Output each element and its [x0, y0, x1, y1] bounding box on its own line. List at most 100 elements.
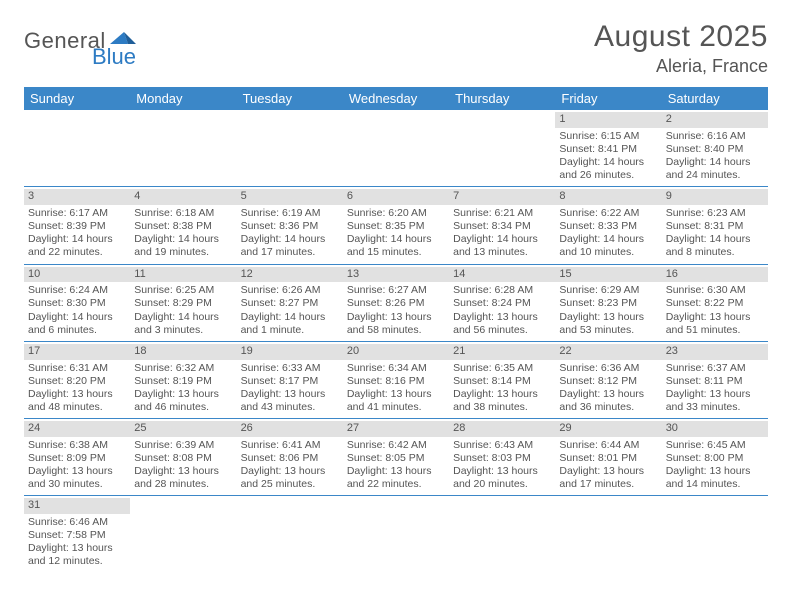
day-number: 27	[343, 421, 449, 437]
sunrise-text: Sunrise: 6:18 AM	[134, 207, 232, 220]
sunset-text: Sunset: 8:11 PM	[666, 375, 764, 388]
day-cell: 5Sunrise: 6:19 AMSunset: 8:36 PMDaylight…	[237, 187, 343, 263]
sunrise-text: Sunrise: 6:30 AM	[666, 284, 764, 297]
day-number: 8	[555, 189, 661, 205]
day-number: 22	[555, 344, 661, 360]
day-number: 23	[662, 344, 768, 360]
sunset-text: Sunset: 8:22 PM	[666, 297, 764, 310]
month-title: August 2025	[594, 20, 768, 54]
day-number: 9	[662, 189, 768, 205]
day-number: 24	[24, 421, 130, 437]
daylight-text: Daylight: 13 hours and 43 minutes.	[241, 388, 339, 414]
sunrise-text: Sunrise: 6:46 AM	[28, 516, 126, 529]
sunset-text: Sunset: 8:20 PM	[28, 375, 126, 388]
day-cell	[555, 496, 661, 572]
day-cell: 18Sunrise: 6:32 AMSunset: 8:19 PMDayligh…	[130, 342, 236, 418]
day-cell: 23Sunrise: 6:37 AMSunset: 8:11 PMDayligh…	[662, 342, 768, 418]
day-cell: 3Sunrise: 6:17 AMSunset: 8:39 PMDaylight…	[24, 187, 130, 263]
day-cell: 25Sunrise: 6:39 AMSunset: 8:08 PMDayligh…	[130, 419, 236, 495]
sunset-text: Sunset: 8:08 PM	[134, 452, 232, 465]
day-number: 30	[662, 421, 768, 437]
sunrise-text: Sunrise: 6:42 AM	[347, 439, 445, 452]
day-cell	[130, 496, 236, 572]
sunset-text: Sunset: 8:01 PM	[559, 452, 657, 465]
sunset-text: Sunset: 8:27 PM	[241, 297, 339, 310]
day-number: 26	[237, 421, 343, 437]
day-cell: 27Sunrise: 6:42 AMSunset: 8:05 PMDayligh…	[343, 419, 449, 495]
day-number: 16	[662, 267, 768, 283]
daylight-text: Daylight: 14 hours and 22 minutes.	[28, 233, 126, 259]
day-of-week-header: Sunday Monday Tuesday Wednesday Thursday…	[24, 87, 768, 110]
sunset-text: Sunset: 8:39 PM	[28, 220, 126, 233]
day-number: 14	[449, 267, 555, 283]
sunset-text: Sunset: 8:06 PM	[241, 452, 339, 465]
day-number: 17	[24, 344, 130, 360]
daylight-text: Daylight: 13 hours and 46 minutes.	[134, 388, 232, 414]
day-cell	[237, 110, 343, 186]
daylight-text: Daylight: 13 hours and 41 minutes.	[347, 388, 445, 414]
day-number: 4	[130, 189, 236, 205]
week-row: 17Sunrise: 6:31 AMSunset: 8:20 PMDayligh…	[24, 342, 768, 419]
daylight-text: Daylight: 13 hours and 17 minutes.	[559, 465, 657, 491]
dow-cell: Wednesday	[343, 87, 449, 110]
day-number: 25	[130, 421, 236, 437]
day-cell: 11Sunrise: 6:25 AMSunset: 8:29 PMDayligh…	[130, 265, 236, 341]
day-cell: 13Sunrise: 6:27 AMSunset: 8:26 PMDayligh…	[343, 265, 449, 341]
day-cell: 7Sunrise: 6:21 AMSunset: 8:34 PMDaylight…	[449, 187, 555, 263]
day-number: 20	[343, 344, 449, 360]
day-cell: 17Sunrise: 6:31 AMSunset: 8:20 PMDayligh…	[24, 342, 130, 418]
sunrise-text: Sunrise: 6:29 AM	[559, 284, 657, 297]
sunset-text: Sunset: 8:23 PM	[559, 297, 657, 310]
week-row: 1Sunrise: 6:15 AMSunset: 8:41 PMDaylight…	[24, 110, 768, 187]
daylight-text: Daylight: 14 hours and 6 minutes.	[28, 311, 126, 337]
daylight-text: Daylight: 13 hours and 58 minutes.	[347, 311, 445, 337]
dow-cell: Tuesday	[237, 87, 343, 110]
day-cell: 4Sunrise: 6:18 AMSunset: 8:38 PMDaylight…	[130, 187, 236, 263]
week-row: 10Sunrise: 6:24 AMSunset: 8:30 PMDayligh…	[24, 265, 768, 342]
daylight-text: Daylight: 13 hours and 33 minutes.	[666, 388, 764, 414]
sunset-text: Sunset: 8:26 PM	[347, 297, 445, 310]
day-cell	[24, 110, 130, 186]
daylight-text: Daylight: 13 hours and 30 minutes.	[28, 465, 126, 491]
daylight-text: Daylight: 13 hours and 28 minutes.	[134, 465, 232, 491]
calendar-grid: 1Sunrise: 6:15 AMSunset: 8:41 PMDaylight…	[24, 110, 768, 573]
day-number: 21	[449, 344, 555, 360]
sunrise-text: Sunrise: 6:28 AM	[453, 284, 551, 297]
sunset-text: Sunset: 8:34 PM	[453, 220, 551, 233]
sunset-text: Sunset: 8:30 PM	[28, 297, 126, 310]
sunrise-text: Sunrise: 6:26 AM	[241, 284, 339, 297]
sunset-text: Sunset: 8:09 PM	[28, 452, 126, 465]
sunrise-text: Sunrise: 6:27 AM	[347, 284, 445, 297]
sunrise-text: Sunrise: 6:33 AM	[241, 362, 339, 375]
day-number: 5	[237, 189, 343, 205]
day-cell	[662, 496, 768, 572]
daylight-text: Daylight: 14 hours and 13 minutes.	[453, 233, 551, 259]
day-cell: 26Sunrise: 6:41 AMSunset: 8:06 PMDayligh…	[237, 419, 343, 495]
day-number: 10	[24, 267, 130, 283]
day-number: 15	[555, 267, 661, 283]
day-cell: 24Sunrise: 6:38 AMSunset: 8:09 PMDayligh…	[24, 419, 130, 495]
dow-cell: Friday	[555, 87, 661, 110]
day-cell: 31Sunrise: 6:46 AMSunset: 7:58 PMDayligh…	[24, 496, 130, 572]
sunset-text: Sunset: 8:41 PM	[559, 143, 657, 156]
day-cell: 28Sunrise: 6:43 AMSunset: 8:03 PMDayligh…	[449, 419, 555, 495]
day-number: 28	[449, 421, 555, 437]
sunrise-text: Sunrise: 6:20 AM	[347, 207, 445, 220]
day-cell: 16Sunrise: 6:30 AMSunset: 8:22 PMDayligh…	[662, 265, 768, 341]
daylight-text: Daylight: 13 hours and 48 minutes.	[28, 388, 126, 414]
dow-cell: Sunday	[24, 87, 130, 110]
daylight-text: Daylight: 13 hours and 20 minutes.	[453, 465, 551, 491]
day-cell: 10Sunrise: 6:24 AMSunset: 8:30 PMDayligh…	[24, 265, 130, 341]
day-number: 29	[555, 421, 661, 437]
day-cell: 6Sunrise: 6:20 AMSunset: 8:35 PMDaylight…	[343, 187, 449, 263]
daylight-text: Daylight: 14 hours and 17 minutes.	[241, 233, 339, 259]
day-cell: 12Sunrise: 6:26 AMSunset: 8:27 PMDayligh…	[237, 265, 343, 341]
sunrise-text: Sunrise: 6:25 AM	[134, 284, 232, 297]
day-cell: 14Sunrise: 6:28 AMSunset: 8:24 PMDayligh…	[449, 265, 555, 341]
sunset-text: Sunset: 8:31 PM	[666, 220, 764, 233]
day-cell	[237, 496, 343, 572]
sunrise-text: Sunrise: 6:41 AM	[241, 439, 339, 452]
day-cell: 1Sunrise: 6:15 AMSunset: 8:41 PMDaylight…	[555, 110, 661, 186]
day-cell	[449, 110, 555, 186]
sunset-text: Sunset: 8:35 PM	[347, 220, 445, 233]
